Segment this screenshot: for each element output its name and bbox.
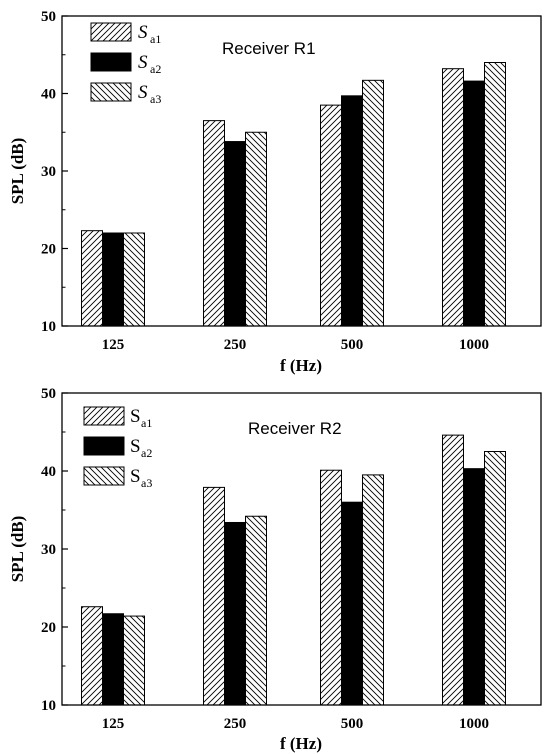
receiver-annotation: Receiver R2 [248, 419, 342, 438]
x-axis-title: f (Hz) [280, 356, 322, 375]
legend-subscript-a2: a2 [150, 62, 161, 76]
y-axis-title: SPL (dB) [8, 138, 27, 205]
chart-panel-r2: SPL (dB) f (Hz) Receiver R2 10 20 30 40 50 1… [8, 386, 542, 753]
y-ticks-r2: 10 20 30 40 50 [41, 386, 68, 714]
plot-frame [61, 392, 542, 706]
bar-a1-125 [81, 606, 103, 706]
bar-a2-1000 [463, 468, 485, 706]
legend-r1: S a1 S a2 S a3 [90, 22, 161, 106]
bar-a2-250 [224, 521, 246, 706]
y-tick-label: 30 [41, 164, 56, 180]
receiver-annotation: Receiver R1 [222, 39, 316, 58]
bar-a2-500 [341, 95, 363, 327]
legend-label-a3: S [130, 466, 141, 487]
bar-a1-500 [320, 469, 342, 706]
y-tick-label: 50 [41, 386, 56, 402]
legend-subscript-a2: a2 [141, 446, 152, 460]
x-tick-label: 125 [102, 337, 125, 353]
bar-a3-250 [245, 515, 267, 706]
bar-a3-125 [123, 615, 145, 706]
bar-a3-250 [245, 131, 267, 327]
legend-swatch-a2 [90, 52, 132, 72]
y-tick-label: 40 [41, 87, 56, 103]
y-tick-label: 20 [41, 620, 56, 636]
y-axis-title: SPL (dB) [8, 516, 27, 583]
plot-frame [61, 15, 542, 327]
x-tick-label: 250 [224, 716, 247, 732]
bar-a3-1000 [484, 451, 506, 706]
bar-a1-125 [81, 230, 103, 327]
bar-a3-500 [362, 474, 384, 706]
legend-subscript-a3: a3 [141, 476, 152, 490]
bar-a2-125 [102, 232, 124, 327]
x-tick-label: 125 [102, 716, 125, 732]
x-tick-labels-r1: 125 250 500 1000 [102, 337, 489, 353]
bar-a2-500 [341, 501, 363, 706]
y-tick-label: 40 [41, 464, 56, 480]
x-tick-label: 1000 [459, 337, 489, 353]
bar-a3-125 [123, 232, 145, 327]
legend-label-a2: S [130, 436, 141, 457]
bar-a2-1000 [463, 80, 485, 327]
bars-r2 [81, 434, 506, 706]
y-tick-label: 10 [41, 319, 56, 335]
legend-label-a3: S [138, 82, 148, 103]
bar-a2-125 [102, 613, 124, 706]
bar-a1-1000 [442, 434, 464, 706]
y-axis-title-r1: SPL (dB) [8, 138, 27, 205]
legend-label-a2: S [138, 52, 148, 73]
legend-swatch-a3 [83, 466, 125, 486]
x-tick-label: 500 [341, 716, 364, 732]
legend-swatch-a2 [83, 436, 125, 456]
legend-subscript-a1: a1 [150, 32, 161, 46]
y-tick-label: 30 [41, 542, 56, 558]
bar-a1-1000 [442, 68, 464, 327]
legend-swatch-a1 [83, 406, 125, 426]
legend-swatch-a1 [90, 22, 132, 42]
x-axis-title: f (Hz) [280, 734, 322, 753]
legend-r2: S a1 S a2 S a3 [83, 406, 152, 490]
x-tick-label: 500 [341, 337, 364, 353]
bar-a1-500 [320, 104, 342, 327]
x-tick-label: 250 [224, 337, 247, 353]
bar-a1-250 [203, 486, 225, 706]
bar-a3-1000 [484, 62, 506, 327]
x-tick-labels-r2: 125 250 500 1000 [102, 716, 489, 732]
y-tick-label: 10 [41, 698, 56, 714]
x-tick-label: 1000 [459, 716, 489, 732]
y-ticks-r1: 10 20 30 40 50 [41, 9, 68, 335]
bar-a3-500 [362, 79, 384, 327]
legend-subscript-a1: a1 [141, 416, 152, 430]
bars-r1 [81, 62, 506, 327]
legend-swatch-a3 [90, 82, 132, 102]
legend-label-a1: S [130, 406, 141, 427]
y-tick-label: 50 [41, 9, 56, 25]
legend-subscript-a3: a3 [150, 92, 161, 106]
chart-panel-r1: SPL (dB) f (Hz) Receiver R1 10 20 30 40 50 1… [8, 9, 542, 375]
bar-a1-250 [203, 120, 225, 327]
y-tick-label: 20 [41, 242, 56, 258]
legend-label-a1: S [138, 22, 148, 43]
bar-a2-250 [224, 141, 246, 327]
